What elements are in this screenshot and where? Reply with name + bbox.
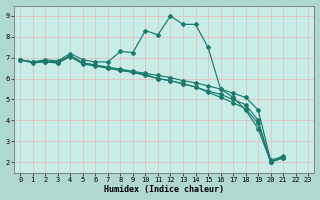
X-axis label: Humidex (Indice chaleur): Humidex (Indice chaleur): [104, 185, 224, 194]
